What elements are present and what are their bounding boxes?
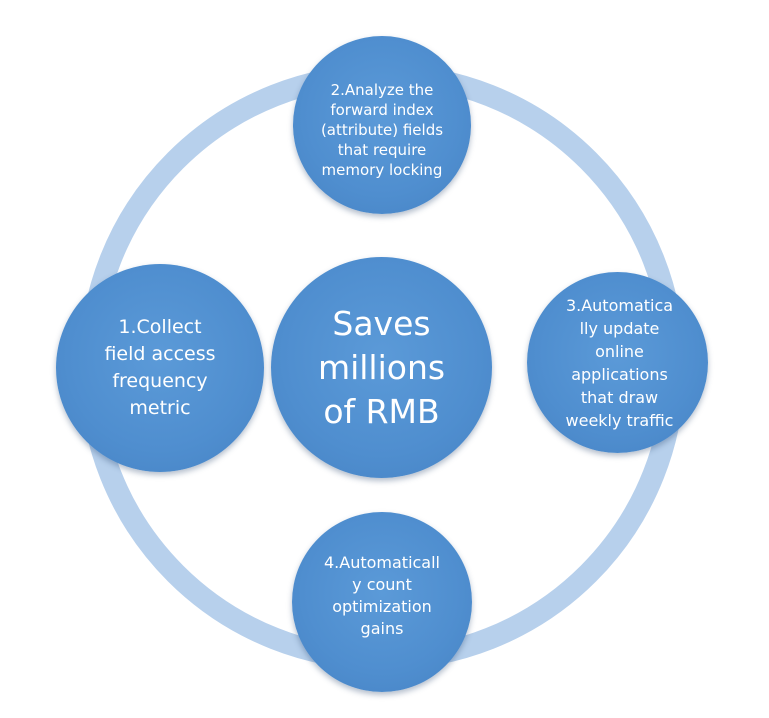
step-3-node: 3.Automatica lly update online applicati… <box>527 272 708 453</box>
step-4-node: 4.Automaticall y count optimization gain… <box>292 512 472 692</box>
center-label: Saves millions of RMB <box>317 303 446 431</box>
step-3-label: 3.Automatica lly update online applicati… <box>565 295 674 430</box>
step-4-label: 4.Automaticall y count optimization gain… <box>323 553 440 638</box>
step-1-label: 1.Collect field access frequency metric <box>104 316 216 419</box>
center-node: Saves millions of RMB <box>271 257 492 478</box>
step-1-node: 1.Collect field access frequency metric <box>56 264 264 472</box>
step-2-node: 2.Analyze the forward index (attribute) … <box>293 36 471 214</box>
step-2-label: 2.Analyze the forward index (attribute) … <box>320 81 444 179</box>
